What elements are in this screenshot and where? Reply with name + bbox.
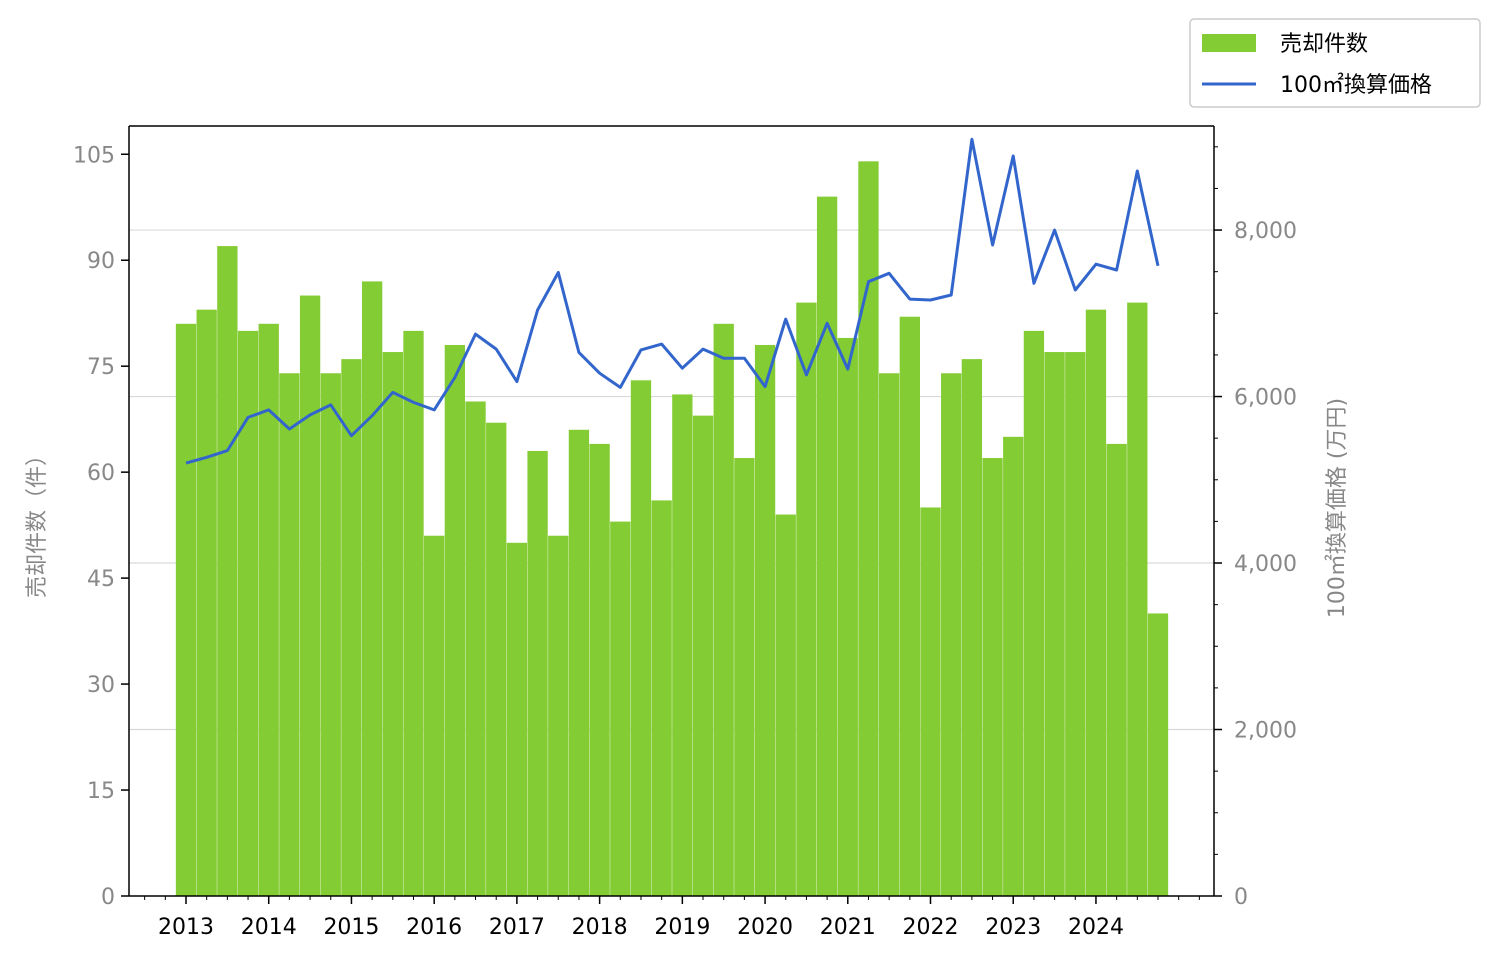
bar xyxy=(1085,309,1107,896)
x-tick-label: 2021 xyxy=(820,915,876,940)
bar xyxy=(899,316,920,896)
left-tick-label: 45 xyxy=(87,567,115,592)
right-tick-label: 4,000 xyxy=(1234,552,1297,577)
x-tick-label: 2020 xyxy=(737,915,793,940)
bar xyxy=(651,500,672,896)
bar xyxy=(258,323,279,896)
bar xyxy=(279,373,300,897)
x-tick-label: 2018 xyxy=(572,915,628,940)
bar xyxy=(858,161,879,896)
bar xyxy=(941,373,962,897)
bar xyxy=(672,394,693,896)
left-tick-label: 60 xyxy=(87,461,115,486)
legend-bar-swatch xyxy=(1202,34,1256,52)
bar xyxy=(424,535,445,896)
bar xyxy=(1065,352,1086,896)
left-tick-label: 30 xyxy=(87,673,115,698)
x-tick-label: 2024 xyxy=(1068,915,1124,940)
bar xyxy=(589,443,610,896)
bar xyxy=(713,323,734,896)
bar xyxy=(734,458,755,896)
right-tick-label: 2,000 xyxy=(1234,719,1297,744)
legend-frame xyxy=(1189,18,1481,108)
bar xyxy=(961,359,983,896)
bar xyxy=(816,196,838,896)
right-tick-label: 8,000 xyxy=(1234,219,1297,244)
line-series xyxy=(185,137,1160,465)
legend: 売却件数 100㎡換算価格 xyxy=(1189,18,1481,108)
bar xyxy=(1023,330,1045,896)
bar-series xyxy=(175,161,1169,897)
bar xyxy=(237,330,259,896)
bar xyxy=(1147,613,1169,896)
x-tick-label: 2017 xyxy=(489,915,545,940)
bar xyxy=(320,373,341,897)
x-tick-label: 2019 xyxy=(654,915,710,940)
bar xyxy=(506,542,528,896)
right-tick-label: 0 xyxy=(1234,885,1248,910)
bar xyxy=(1106,443,1127,896)
bar xyxy=(382,352,403,896)
bar xyxy=(692,415,714,896)
x-tick-label: 2013 xyxy=(158,915,214,940)
bar xyxy=(1127,302,1148,897)
y-axis-title: 売却件数（件） xyxy=(25,444,50,598)
bar xyxy=(610,521,631,896)
bar xyxy=(444,344,466,896)
price-line xyxy=(185,137,1160,465)
bar xyxy=(568,429,590,896)
bar xyxy=(920,507,941,896)
bar xyxy=(175,323,197,896)
bar xyxy=(754,344,776,896)
legend-label-line: 100㎡換算価格 xyxy=(1280,72,1432,98)
bar xyxy=(548,535,569,896)
bar xyxy=(403,330,424,896)
bar xyxy=(217,246,238,896)
x-tick-label: 2014 xyxy=(241,915,297,940)
bar xyxy=(837,337,858,896)
left-tick-label: 15 xyxy=(87,779,115,804)
bar xyxy=(196,309,217,896)
left-tick-label: 0 xyxy=(101,885,115,910)
left-tick-label: 90 xyxy=(87,249,115,274)
bar xyxy=(1044,352,1065,896)
legend-label-bars: 売却件数 xyxy=(1280,32,1368,57)
bar xyxy=(796,302,817,897)
bar xyxy=(361,281,383,896)
bar xyxy=(630,380,652,897)
bar xyxy=(486,422,507,896)
x-tick-label: 2022 xyxy=(903,915,959,940)
bar xyxy=(775,514,796,896)
x-tick-label: 2016 xyxy=(406,915,462,940)
x-tick-label: 2015 xyxy=(323,915,379,940)
left-tick-label: 75 xyxy=(87,355,115,380)
left-tick-label: 105 xyxy=(73,143,115,168)
bar xyxy=(982,458,1003,896)
bar xyxy=(1003,436,1024,896)
bar xyxy=(527,450,548,896)
bar xyxy=(299,295,321,897)
right-tick-label: 6,000 xyxy=(1234,386,1297,411)
x-tick-label: 2023 xyxy=(985,915,1041,940)
y2-axis-title: 100㎡換算価格 (万円) xyxy=(1324,398,1350,618)
bar xyxy=(341,359,362,896)
bar xyxy=(465,401,486,896)
axes: 0 15 30 45 60 75 90 105 0 2,000 4,000 6,000 8,000 201… xyxy=(73,125,1297,940)
bar xyxy=(878,373,900,897)
